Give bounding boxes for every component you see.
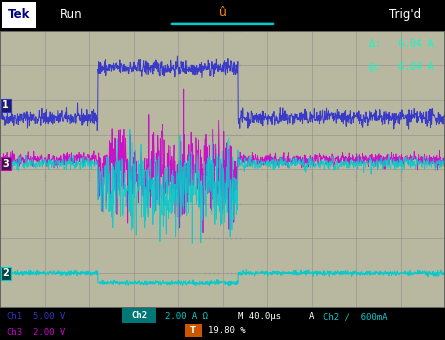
Text: M 40.0μs: M 40.0μs [238,312,281,321]
Text: 3: 3 [2,158,9,169]
Text: Ch2: Ch2 [131,311,147,320]
Text: Ch2 ∕  600mA: Ch2 ∕ 600mA [323,312,387,321]
Text: T: T [190,326,196,336]
Text: Ch3: Ch3 [7,328,23,337]
Text: û: û [218,6,227,19]
Text: 2.00 A Ω: 2.00 A Ω [165,312,208,321]
Text: 19.80 %: 19.80 % [208,326,246,336]
Text: 2: 2 [2,268,9,278]
FancyBboxPatch shape [185,324,202,337]
FancyBboxPatch shape [2,2,36,28]
Text: @:   6.04 A: @: 6.04 A [369,61,434,71]
Text: ◄: ◄ [430,268,437,278]
Text: Ch1: Ch1 [7,312,23,321]
Text: 2.00 V: 2.00 V [33,328,65,337]
FancyBboxPatch shape [122,308,156,323]
Text: Trig'd: Trig'd [389,8,421,21]
Text: Δ:   6.04 A: Δ: 6.04 A [369,39,434,49]
Text: 5.00 V: 5.00 V [33,312,65,321]
Text: 1: 1 [2,100,9,110]
Text: Run: Run [60,8,83,21]
Text: Tek: Tek [8,8,30,21]
Text: A: A [309,312,315,321]
